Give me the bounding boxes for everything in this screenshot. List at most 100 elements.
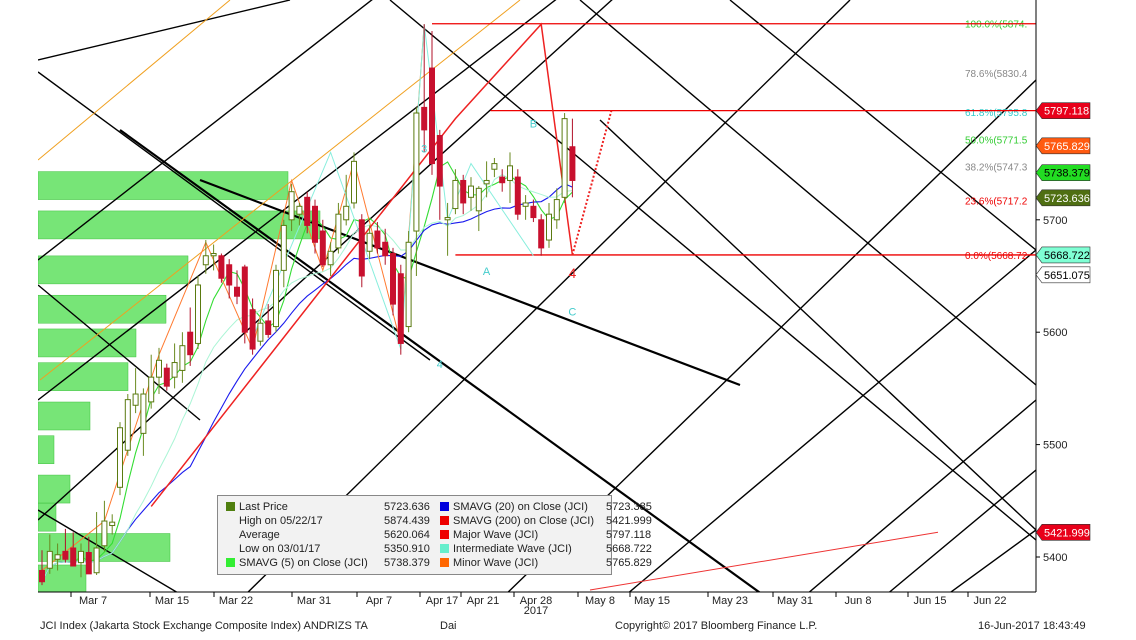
candle <box>351 152 357 209</box>
legend-value: 5797.118 <box>606 529 652 541</box>
candle-body <box>148 376 155 403</box>
candle <box>561 113 568 203</box>
candle-body <box>62 550 69 560</box>
candle <box>335 202 342 254</box>
fib-level-label: 78.6%(5830.4 <box>965 69 1028 80</box>
candle-body <box>93 547 100 574</box>
candle <box>491 157 498 178</box>
x-tick-label: Apr 7 <box>366 595 392 607</box>
period-label: Dai <box>440 620 457 632</box>
chart-footer: JCI Index (Jakarta Stock Exchange Compos… <box>0 616 1136 640</box>
candle <box>124 394 131 456</box>
channel-line <box>599 119 1036 531</box>
price-tag: 5651.075 <box>1035 266 1091 284</box>
candle-body <box>210 253 217 257</box>
y-tick-label: 5700 <box>1043 215 1067 227</box>
candle <box>265 304 272 338</box>
candle <box>522 195 529 220</box>
candle <box>374 222 381 254</box>
candle <box>382 228 389 265</box>
candle-body <box>436 135 443 187</box>
candle <box>163 363 170 391</box>
candle-body <box>124 399 131 451</box>
candle <box>546 202 552 248</box>
price-tag-box <box>1035 246 1091 264</box>
candle-body <box>39 569 45 583</box>
fib-level-label: 61.8%(5795.8 <box>965 108 1028 119</box>
candle-body <box>530 205 537 219</box>
security-title: JCI Index (Jakarta Stock Exchange Compos… <box>40 620 368 632</box>
candle <box>109 514 116 535</box>
price-tags: 5797.118 5765.829 5738.379 5723.636 5668.722… <box>1035 102 1091 541</box>
legend-swatch <box>226 516 235 525</box>
candle-body <box>288 191 295 221</box>
trend-lines <box>38 0 1036 592</box>
candle-body <box>413 112 420 232</box>
candle-body <box>117 427 123 488</box>
candle-body <box>195 284 201 344</box>
wave-labels: 344ABC3 <box>421 119 576 372</box>
candle-body <box>156 359 162 378</box>
candle-body <box>538 219 545 249</box>
fib-level-label: 100.0%(5874. <box>965 20 1027 31</box>
legend-value: 5723.385 <box>606 501 652 513</box>
price-tag-label: 5723.636 <box>1044 193 1090 205</box>
channel-line <box>808 399 1036 592</box>
price-tag-box <box>1035 137 1091 155</box>
legend-label: Average <box>239 529 280 541</box>
chart-legend: Last Price 5723.636 High on 05/22/17 587… <box>217 495 652 575</box>
channel-line <box>38 0 291 61</box>
volume-profile-bar <box>38 294 167 324</box>
x-tick-label: Mar 22 <box>219 595 253 607</box>
candle-body <box>468 185 474 198</box>
price-tag: 5738.379 <box>1035 164 1091 181</box>
candle <box>429 30 435 175</box>
volume-profile-bar <box>38 564 87 592</box>
candle <box>413 107 420 276</box>
candle <box>70 532 77 567</box>
candle <box>249 298 256 355</box>
candle-body <box>522 202 529 207</box>
candle-body <box>499 176 506 184</box>
channel-line <box>38 0 557 401</box>
price-tag-label: 5797.118 <box>1044 106 1089 118</box>
major-wave-projection <box>571 110 613 256</box>
candle-body <box>273 269 279 328</box>
x-tick-label: May 8 <box>585 595 615 607</box>
candlesticks <box>39 24 576 586</box>
candle-body <box>382 241 389 257</box>
candle-body <box>171 362 178 378</box>
candle <box>460 174 467 215</box>
wave-label: A <box>483 266 491 278</box>
price-tag-box <box>1035 523 1091 541</box>
candle <box>85 536 92 575</box>
price-tag-label: 5421.999 <box>1044 527 1090 539</box>
candle-body <box>475 187 482 212</box>
legend-last-price: Last Price <box>226 501 288 514</box>
x-tick-label: Apr 21 <box>467 595 499 607</box>
candle-body <box>483 179 490 185</box>
channel-line <box>39 0 521 381</box>
candle <box>444 202 451 256</box>
legend-label: SMAVG (20) on Close (JCI) <box>453 501 588 513</box>
intermediate-avg-line <box>41 173 573 582</box>
legend-intermediate-wave: Intermediate Wave (JCI) <box>440 543 572 556</box>
legend-label: Minor Wave (JCI) <box>453 557 539 569</box>
candle-body <box>405 241 412 328</box>
candle <box>468 177 474 211</box>
candle <box>319 219 326 268</box>
candle-body <box>374 230 381 249</box>
candle <box>78 543 84 578</box>
candle-body <box>101 520 108 547</box>
legend-value: 5620.064 <box>384 529 430 541</box>
x-tick-label: Jun 15 <box>913 595 946 607</box>
volume-profile-bar <box>38 502 57 532</box>
legend-value: 5765.829 <box>606 557 652 569</box>
candle-body <box>54 554 61 560</box>
candle <box>202 240 209 274</box>
legend-smavg200: SMAVG (200) on Close (JCI) <box>440 515 594 528</box>
legend-label: SMAVG (5) on Close (JCI) <box>239 557 368 569</box>
legend-swatch <box>440 502 449 511</box>
legend-label: Last Price <box>239 501 288 513</box>
legend-average: Average <box>226 529 280 542</box>
